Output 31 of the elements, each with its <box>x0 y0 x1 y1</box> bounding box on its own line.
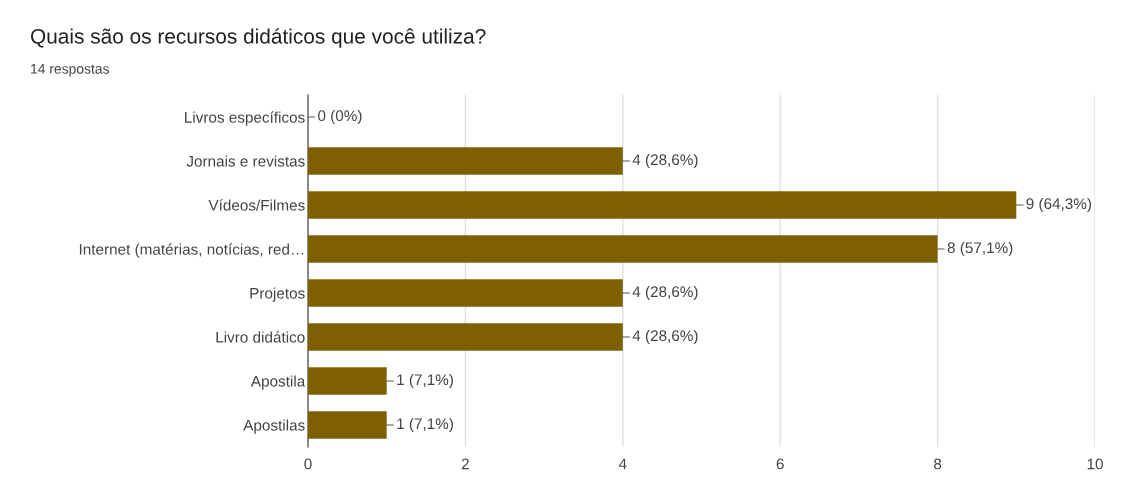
bar <box>308 323 623 351</box>
y-tick-label: Projetos <box>250 287 305 302</box>
y-tick-label: Internet (matérias, notícias, red… <box>79 243 304 258</box>
bar <box>308 367 387 395</box>
bar <box>308 411 387 439</box>
chart-title: Quais são os recursos didáticos que você utiliza? <box>30 28 486 48</box>
x-tick-label: 8 <box>934 458 942 470</box>
x-tick-label: 4 <box>618 458 627 470</box>
data-label: 1 (7,1%) <box>397 373 453 389</box>
x-tick-label: 6 <box>776 458 784 470</box>
text: 14 respostas <box>31 64 110 77</box>
bar <box>308 279 623 307</box>
x-tick-label: 10 <box>1087 458 1103 470</box>
y-tick-label: Apostila <box>250 375 306 390</box>
data-label: 9 (64,3%) <box>1026 197 1092 213</box>
bar <box>308 147 623 175</box>
y-tick-label: Vídeos/Filmes <box>208 199 305 211</box>
bar <box>308 235 938 263</box>
y-tick-label: Livro didático <box>216 331 305 343</box>
x-tick-label: 2 <box>461 458 469 470</box>
y-tick-label: Jornais e revistas <box>186 155 305 167</box>
data-label: 4 (28,6%) <box>632 153 698 169</box>
y-tick-label: Apostilas <box>243 419 305 434</box>
x-tick-label: 0 <box>304 458 312 470</box>
data-label: 8 (57,1%) <box>947 241 1013 257</box>
data-label: 4 (28,6%) <box>632 329 698 345</box>
y-tick-label: Livros específicos <box>185 111 305 126</box>
data-label: 0 (0%) <box>318 109 362 125</box>
bar <box>308 191 1017 219</box>
data-label: 1 (7,1%) <box>397 417 453 433</box>
data-label: 4 (28,6%) <box>632 285 698 301</box>
